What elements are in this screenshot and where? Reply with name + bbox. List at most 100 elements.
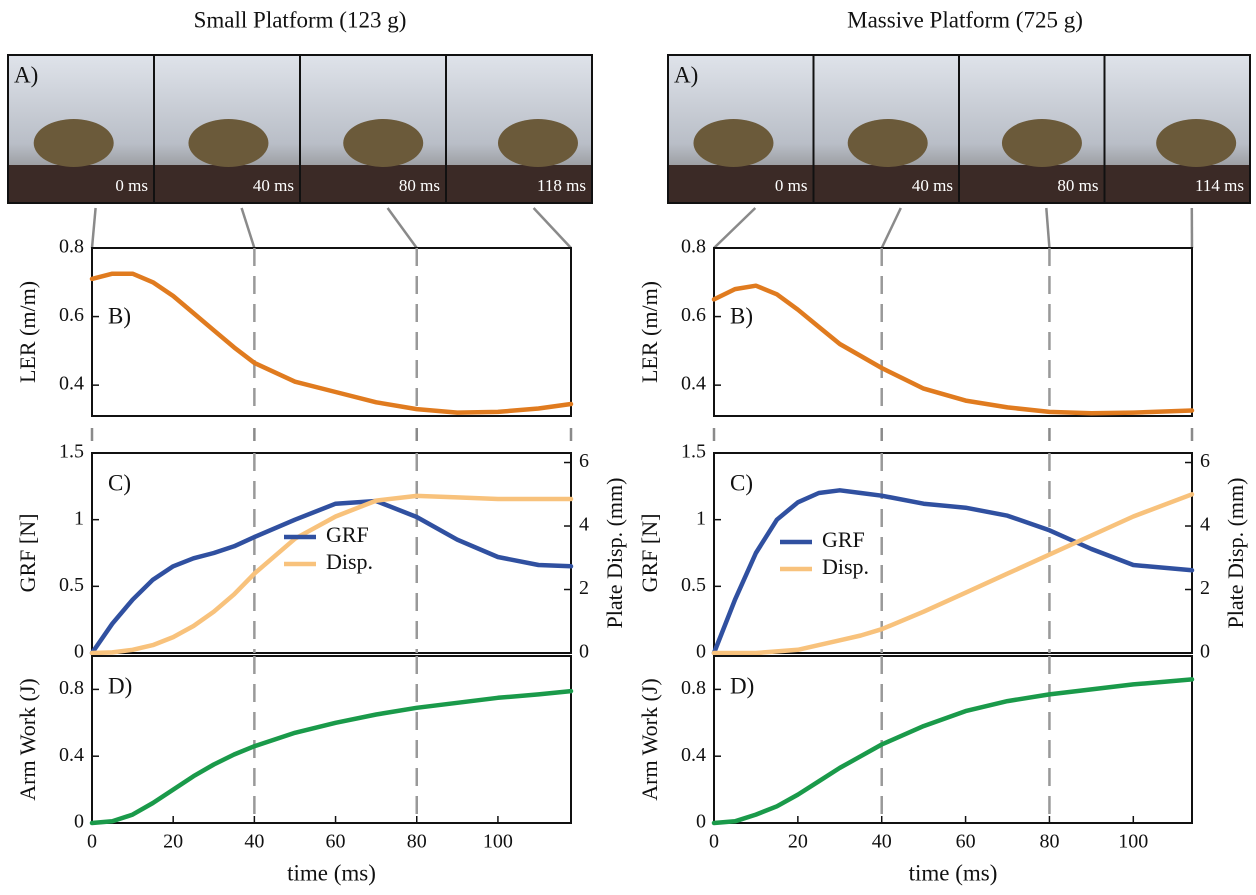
connector [386, 207, 418, 249]
toad [693, 119, 774, 167]
platform [1105, 165, 1249, 202]
y-tick-label: 0.4 [59, 744, 84, 766]
panel-label: D) [108, 673, 132, 698]
frame-time: 0 ms [775, 176, 808, 195]
y-tick-label: 0.8 [681, 677, 706, 699]
panel-label: C) [730, 470, 753, 495]
platform [669, 165, 813, 202]
data-line [89, 498, 574, 656]
data-line [89, 688, 574, 826]
legend-label: GRF [822, 527, 865, 552]
y-tick-label: 1 [74, 507, 84, 529]
data-line [89, 271, 574, 415]
data-line [711, 283, 1195, 416]
column-title: Massive Platform (725 g) [847, 7, 1083, 32]
y2-tick-label: 6 [1200, 450, 1210, 472]
panel-label: B) [730, 303, 753, 328]
y-axis-label: Arm Work (J) [637, 678, 662, 800]
y-tick-label: 1.5 [59, 441, 84, 463]
data-line [89, 493, 574, 656]
frame-time: 80 ms [399, 176, 440, 195]
connector [532, 207, 572, 249]
y-axis-label: Arm Work (J) [15, 678, 40, 800]
toad [1001, 119, 1082, 167]
y2-tick-label: 0 [579, 641, 589, 663]
frame-time: 80 ms [1057, 176, 1098, 195]
connector [240, 207, 256, 249]
frame-time: 0 ms [115, 176, 148, 195]
panel-label: A) [674, 62, 698, 87]
y2-axis-label: Plate Disp. (mm) [602, 478, 627, 629]
toad [188, 119, 269, 167]
column-title: Small Platform (123 g) [194, 7, 407, 32]
y-axis-label: GRF [N] [15, 514, 40, 593]
data-line [711, 677, 1195, 826]
y-tick-label: 0.6 [681, 304, 706, 326]
y-tick-label: 0.8 [59, 677, 84, 699]
y2-tick-label: 2 [1200, 577, 1210, 599]
panel-label: A) [14, 62, 38, 87]
legend-label: Disp. [326, 549, 373, 574]
frame-time: 40 ms [253, 176, 294, 195]
x-axis-label: time (ms) [909, 860, 998, 885]
panel-label: B) [108, 303, 131, 328]
x-tick-label: 0 [87, 831, 97, 853]
y2-tick-label: 4 [1200, 514, 1210, 536]
connector [1045, 207, 1051, 249]
x-tick-label: 40 [244, 831, 264, 853]
y-tick-label: 0.4 [681, 373, 706, 395]
y-tick-label: 0 [74, 811, 84, 833]
plot-frame [713, 452, 1193, 654]
y-tick-label: 0.4 [681, 744, 706, 766]
y2-tick-label: 6 [579, 450, 589, 472]
panel-label: D) [730, 673, 754, 698]
y-tick-label: 0 [696, 811, 706, 833]
frame-time: 40 ms [912, 176, 953, 195]
plot-frame [713, 655, 1193, 824]
plot-frame [713, 247, 1193, 417]
frame-time: 114 ms [1195, 176, 1244, 195]
toad [33, 119, 114, 167]
x-axis-label: time (ms) [287, 860, 376, 885]
x-tick-label: 60 [956, 831, 976, 853]
platform [814, 165, 958, 202]
x-tick-label: 80 [1039, 831, 1059, 853]
y2-tick-label: 4 [579, 514, 589, 536]
y2-axis-label: Plate Disp. (mm) [1223, 478, 1248, 629]
platform [9, 165, 153, 202]
connector [90, 207, 97, 249]
platform [960, 165, 1104, 202]
x-tick-label: 20 [788, 831, 808, 853]
y-tick-label: 1 [696, 507, 706, 529]
x-tick-label: 100 [1118, 831, 1148, 853]
data-line [711, 488, 1195, 656]
x-tick-label: 60 [326, 831, 346, 853]
plot-frame [91, 247, 572, 417]
toad [847, 119, 928, 167]
x-tick-label: 0 [709, 831, 719, 853]
y-tick-label: 1.5 [681, 441, 706, 463]
y-tick-label: 0 [74, 641, 84, 663]
toad [1156, 119, 1237, 167]
toad [343, 119, 424, 167]
y-tick-label: 0.4 [59, 373, 84, 395]
y-axis-label: GRF [N] [637, 514, 662, 593]
y2-tick-label: 2 [579, 577, 589, 599]
connector [880, 207, 902, 249]
legend-label: GRF [326, 522, 369, 547]
plot-frame [91, 655, 572, 824]
platform [447, 165, 591, 202]
y-tick-label: 0.8 [681, 236, 706, 258]
data-line [711, 492, 1195, 656]
legend-label: Disp. [822, 554, 869, 579]
frame-time: 118 ms [537, 176, 586, 195]
x-tick-label: 100 [483, 831, 513, 853]
y-tick-label: 0.5 [59, 574, 84, 596]
y-tick-label: 0 [696, 641, 706, 663]
platform [301, 165, 445, 202]
panel-label: C) [108, 470, 131, 495]
y-tick-label: 0.6 [59, 304, 84, 326]
y2-tick-label: 0 [1200, 641, 1210, 663]
x-tick-label: 80 [407, 831, 427, 853]
y-axis-label: LER (m/m) [637, 281, 662, 383]
